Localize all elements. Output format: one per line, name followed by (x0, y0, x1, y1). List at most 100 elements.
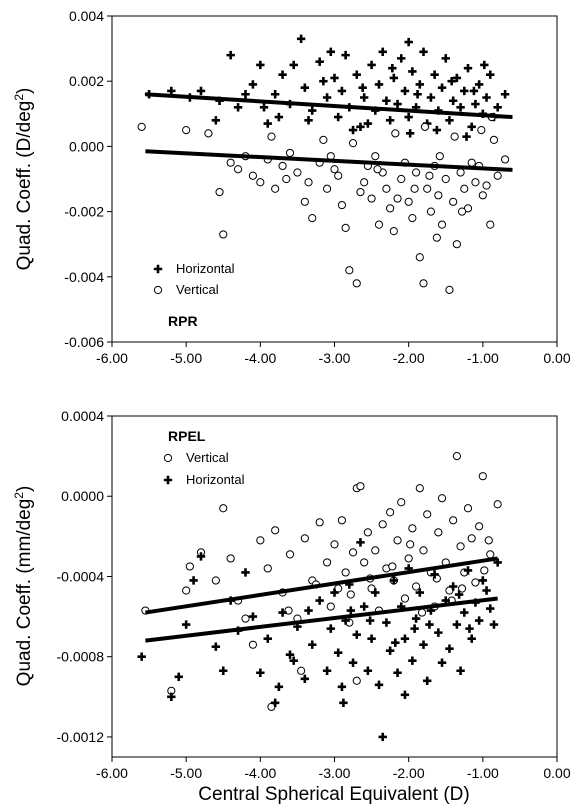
rpr-horizontal-point (248, 80, 258, 89)
rpr-horizontal-point (452, 73, 462, 83)
rpel-vertical-point (386, 508, 395, 517)
rpel-horizontal-point (452, 620, 462, 629)
rpel-vertical-point (475, 522, 484, 531)
rpel-vertical-point (467, 534, 476, 543)
rpel-vertical-point (415, 484, 424, 493)
rpr-vertical-point (182, 126, 191, 135)
rpel-horizontal-point (334, 648, 343, 657)
rpel-horizontal-point (304, 606, 313, 615)
rpr-y-axis-label: Quad. Coeff. (D/deg2) (12, 88, 35, 271)
rpel-horizontal-point (408, 656, 417, 665)
rpel-horizontal-point (419, 640, 428, 649)
rpr-horizontal-point (196, 86, 206, 96)
rpr-vertical-point (348, 139, 358, 148)
rpr-legend-vertical-marker (153, 285, 163, 295)
rpel-legend-horizontal-label: Horizontal (186, 472, 245, 487)
rpr-horizontal-point (352, 70, 361, 79)
rpr-horizontal-point (319, 77, 328, 86)
rpel-horizontal-point (434, 628, 443, 637)
rpel-horizontal-point (400, 634, 410, 643)
rpr-horizontal-point (337, 86, 347, 96)
rpel-horizontal-point (322, 666, 332, 675)
rpel-vertical-point (408, 524, 417, 533)
rpr-horizontal-point (447, 77, 456, 86)
rpr-horizontal-point (469, 86, 479, 96)
rpr-vertical-point (397, 174, 406, 184)
rpr-horizontal-point (226, 50, 235, 60)
rpr-vertical-point (267, 132, 276, 141)
rpr-y-tick-label: -0.002 (64, 204, 104, 220)
rpel-vertical-point (219, 504, 228, 513)
rpr-vertical-point (285, 148, 295, 158)
rpel-y-axis: -0.0012 -0.0008 -0.0004 0.0000 0.0004 (57, 408, 112, 745)
rpel-horizontal-point (270, 698, 280, 708)
rpel-horizontal-point (274, 682, 284, 691)
rpel-x-tick-label: -3.00 (319, 765, 351, 781)
rpel-horizontal-point (382, 618, 391, 627)
rpel-horizontal-point (278, 608, 287, 617)
rpel-x-tick-label: -1.00 (467, 765, 499, 781)
rpel-vertical-point (404, 554, 413, 563)
rpr-vertical-point (471, 178, 480, 187)
rpel-horizontal-point (486, 604, 495, 613)
rpel-x-tick-label: -2.00 (393, 765, 425, 781)
rpr-vertical-point (204, 129, 213, 138)
rpel-horizontal-point (263, 634, 272, 643)
rpel-horizontal-point (337, 682, 347, 691)
rpel-horizontal-point (300, 674, 310, 683)
rpr-horizontal-point (233, 103, 243, 112)
rpr-horizontal-point (405, 129, 415, 138)
rpel-horizontal-point (374, 680, 384, 689)
rpel-y-axis-label: Quad. Coeff. (mm/deg2) (12, 486, 35, 687)
rpel-vertical-point (348, 548, 358, 557)
rpel-vertical-point (271, 526, 280, 535)
rpr-horizontal-point (463, 63, 473, 73)
rpr-vertical-point (374, 220, 384, 229)
rpel-horizontal-point (289, 656, 298, 665)
rpel-vertical-point (480, 566, 489, 575)
rpel-horizontal-point (363, 666, 373, 675)
rpr-vertical-point (478, 191, 487, 200)
rpel-horizontal-point (256, 668, 265, 677)
rpr-vertical-point (278, 161, 287, 171)
rpr-vertical-point (226, 158, 235, 167)
rpr-vertical-point (382, 184, 391, 193)
rpel-y-tick-label: 0.0000 (61, 488, 104, 504)
rpr-legend-horizontal-label: Horizontal (176, 261, 235, 276)
rpr-vertical-point (445, 285, 454, 294)
rpr-vertical-point (373, 165, 382, 174)
rpr-horizontal-point (419, 47, 428, 57)
rpr-horizontal-point (404, 37, 413, 47)
rpr-vertical-point (389, 227, 398, 236)
rpr-horizontal-point (322, 93, 332, 102)
rpr-vertical-point (393, 194, 402, 203)
rpel-vertical-point (393, 536, 402, 545)
rpel-y-tick-label: 0.0004 (61, 408, 104, 424)
rpr-vertical-point (391, 129, 400, 138)
rpel-vertical-point (471, 578, 480, 587)
rpel-legend-vertical-marker (163, 453, 173, 463)
rpel-horizontal-point (437, 658, 447, 667)
rpel-vertical-point (411, 582, 421, 591)
rpr-horizontal-point (482, 93, 491, 102)
rpel-horizontal-point (348, 658, 358, 667)
rpr-horizontal-point (348, 125, 358, 135)
rpr-vertical-point (482, 181, 491, 190)
rpr-horizontal-point (278, 70, 287, 79)
rpel-y-tick-label: -0.0012 (57, 729, 105, 745)
rpr-x-tick-label: 0.00 (543, 350, 570, 366)
rpel-vertical-point (437, 494, 447, 503)
rpel-vertical-point (463, 504, 473, 513)
rpr-horizontal-point (445, 116, 454, 125)
rpr-vertical-point (477, 126, 486, 135)
rpr-legend-horizontal-marker (153, 264, 163, 274)
rpel-vertical-point (315, 518, 324, 527)
rpel-vertical-point (226, 554, 235, 563)
rpel-vertical-point (337, 516, 347, 525)
rpel-vertical-point (400, 594, 410, 603)
rpr-vertical-point (408, 214, 417, 223)
rpr-vertical-point (435, 152, 444, 161)
rpel-vertical-point (456, 542, 465, 551)
rpel-vertical-point (322, 558, 332, 567)
